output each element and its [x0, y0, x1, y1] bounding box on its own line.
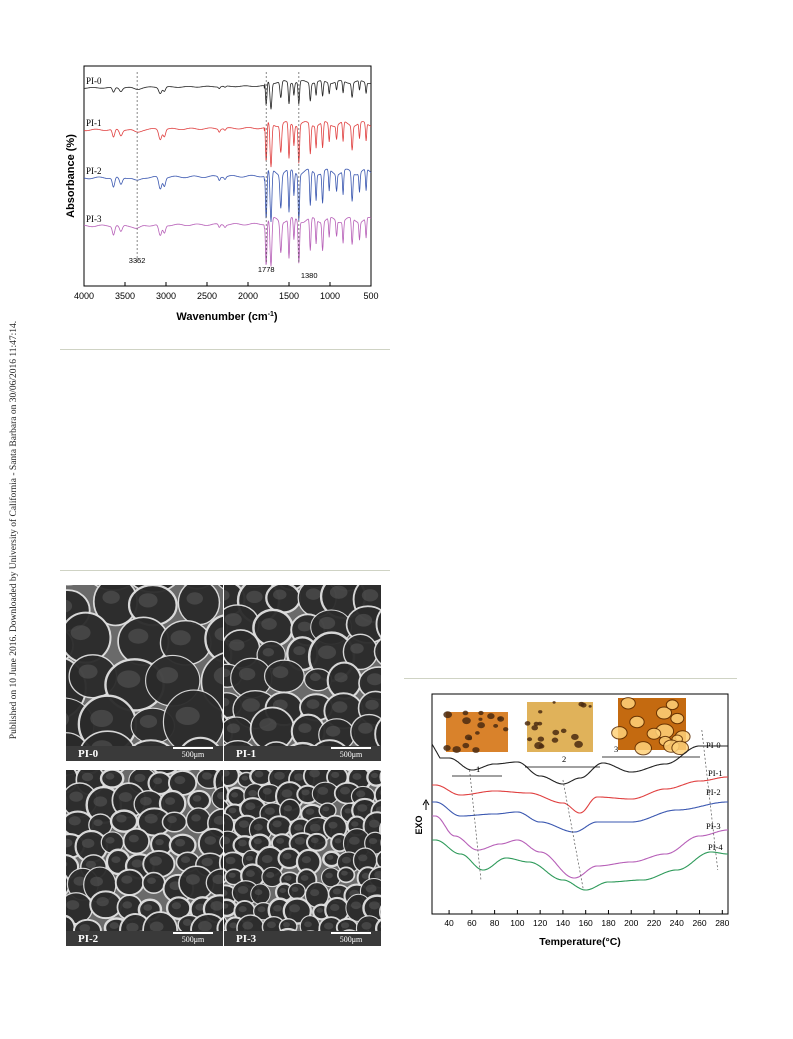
sem-caption-bar: PI-3 500μm	[224, 931, 381, 946]
ftir-x-axis-label: Wavenumber (cm-1)	[176, 311, 278, 323]
ftir-x-tick-label: 2500	[197, 291, 217, 301]
dsc-x-tick-label: 200	[624, 918, 638, 928]
figure-divider	[60, 570, 390, 571]
ftir-plot-frame	[83, 65, 372, 287]
sem-panel-label: PI-3	[236, 933, 257, 945]
scale-bar-label: 500μm	[339, 750, 363, 759]
sem-panel-pi-0: PI-0 500μm	[66, 585, 223, 761]
dsc-transition-guide	[701, 729, 719, 871]
sem-foam-texture	[66, 770, 223, 946]
dsc-chart: 40 60 80 100 120 140 160 180 200 220 240 260 280 PI-…	[414, 693, 730, 948]
dsc-series-label-3: PI-3	[706, 821, 721, 831]
exo-arrow-icon	[422, 799, 430, 810]
dsc-x-tick-label: 260	[692, 918, 706, 928]
sem-panel-label: PI-1	[236, 748, 257, 760]
dsc-x-tick-label: 120	[533, 918, 547, 928]
dsc-series-line-PI-4	[432, 839, 728, 891]
ftir-series-label-3: PI-3	[86, 214, 102, 224]
dsc-x-tick-label: 140	[556, 918, 570, 928]
dsc-x-tick-label: 100	[510, 918, 524, 928]
sem-panel-label: PI-0	[78, 748, 99, 760]
ftir-x-tick-label: 2000	[238, 291, 258, 301]
dsc-series-label-2: PI-2	[706, 787, 721, 797]
ftir-annotation-label: 3352	[129, 256, 146, 265]
dsc-x-tick-label: 40	[444, 918, 454, 928]
dsc-region-label-1: 1	[476, 764, 480, 774]
dsc-y-axis-label: EXO	[414, 815, 424, 834]
sem-panel-pi-1: PI-1 500μm	[224, 585, 381, 761]
dsc-x-tick-label: 60	[467, 918, 477, 928]
ftir-series-label-1: PI-1	[86, 118, 102, 128]
dsc-x-tick-label: 160	[579, 918, 593, 928]
ftir-annotation-label: 1778	[258, 265, 275, 274]
sem-panel-pi-3: PI-3 500μm	[224, 770, 381, 946]
dsc-series-label-1: PI-1	[708, 768, 723, 778]
dsc-x-tick-label: 240	[670, 918, 684, 928]
dsc-series-line-PI-1	[432, 776, 728, 814]
dsc-x-tick-label: 220	[647, 918, 661, 928]
ftir-series-line-PI-0	[84, 80, 372, 110]
figure-divider	[404, 678, 737, 679]
publication-note-text: Published on 10 June 2016. Downloaded by…	[9, 320, 19, 740]
dsc-series-line-PI-2	[432, 801, 728, 833]
dsc-series-label-4: PI-4	[708, 842, 723, 852]
scale-bar: 500μm	[173, 747, 213, 759]
scale-bar: 500μm	[331, 932, 371, 944]
ftir-annotation-label: 1380	[301, 271, 318, 280]
publication-note: Published on 10 June 2016. Downloaded by…	[0, 0, 20, 1039]
dsc-series-line-PI-3	[432, 815, 728, 879]
dsc-series-line-PI-0	[431, 743, 728, 785]
sem-panel-pi-2: PI-2 500μm	[66, 770, 223, 946]
scale-bar-label: 500μm	[181, 935, 205, 944]
ftir-series-line-PI-2	[83, 168, 372, 223]
sem-caption-bar: PI-0 500μm	[66, 746, 223, 761]
sem-caption-bar: PI-2 500μm	[66, 931, 223, 946]
figure-divider	[60, 349, 390, 350]
ftir-x-tick-label: 1500	[279, 291, 299, 301]
dsc-x-tick-label: 280	[715, 918, 729, 928]
sem-caption-bar: PI-1 500μm	[224, 746, 381, 761]
ftir-y-axis-label: Absorbance (%)	[65, 134, 77, 218]
ftir-series-label-0: PI-0	[86, 76, 102, 86]
dsc-x-axis-label: Temperature(°C)	[539, 936, 621, 948]
scale-bar: 500μm	[173, 932, 213, 944]
ftir-x-tick-label: 500	[363, 291, 378, 301]
scale-bar-label: 500μm	[339, 935, 363, 944]
scale-bar: 500μm	[331, 747, 371, 759]
dsc-region-label-3: 3	[614, 744, 618, 754]
ftir-series-label-2: PI-2	[86, 166, 102, 176]
dsc-x-tick-label: 80	[490, 918, 500, 928]
scale-bar-label: 500μm	[181, 750, 205, 759]
ftir-x-tick-label: 3500	[115, 291, 135, 301]
dsc-series-label-0: PI-0	[706, 740, 721, 750]
ftir-x-tick-label: 4000	[74, 291, 94, 301]
sem-foam-texture	[224, 770, 381, 946]
ftir-x-tick-label: 1000	[320, 291, 340, 301]
ftir-chart: 3352 1778 1380 4000 3500 3000 2500 2000 1500 100…	[65, 65, 379, 323]
ftir-series-line-PI-1	[83, 121, 372, 168]
sem-foam-texture	[224, 585, 381, 761]
dsc-x-tick-label: 180	[601, 918, 615, 928]
sem-foam-texture	[66, 585, 223, 761]
ftir-series-line-PI-3	[84, 217, 372, 267]
dsc-transition-guide	[469, 769, 482, 881]
sem-panel-label: PI-2	[78, 933, 99, 945]
ftir-x-tick-label: 3000	[156, 291, 176, 301]
dsc-transition-guide	[562, 779, 584, 891]
dsc-plot-frame	[431, 693, 729, 915]
dsc-region-label-2: 2	[562, 754, 566, 764]
